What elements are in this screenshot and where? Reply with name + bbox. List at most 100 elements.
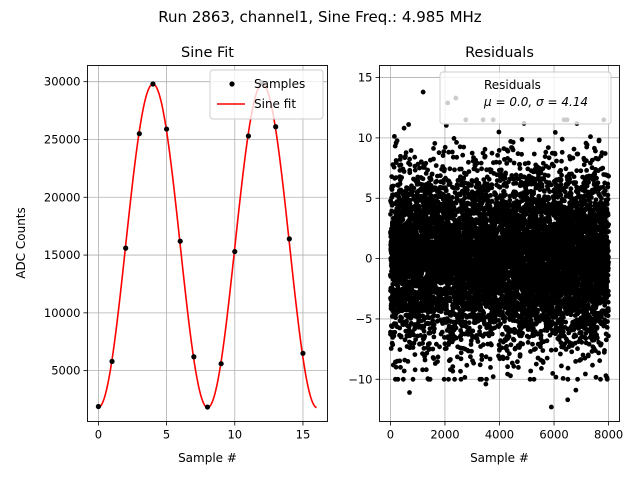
residual-point [433, 163, 439, 169]
residuals-panel: Residuals 0 2000 4000 6000 8000 −10−5051015 … [348, 45, 623, 465]
residual-point [405, 359, 411, 364]
residuals-points-layer [388, 89, 611, 410]
residual-point [508, 373, 513, 379]
residual-point [469, 348, 474, 354]
residual-point [457, 192, 463, 198]
residual-point [397, 358, 403, 364]
residual-point [507, 197, 513, 203]
sample-point [136, 131, 142, 137]
residual-point [400, 217, 406, 222]
residual-point [505, 364, 510, 370]
residual-point [393, 160, 399, 166]
residual-point [431, 334, 437, 340]
residual-point [466, 159, 471, 165]
residual-point [458, 337, 464, 343]
residual-point [426, 315, 432, 321]
residual-point [428, 183, 434, 188]
residual-point [457, 307, 463, 313]
residual-point [435, 354, 441, 360]
residual-point [482, 197, 488, 203]
residual-point [479, 353, 485, 358]
residual-point [412, 367, 418, 373]
residual-point [392, 134, 397, 139]
residual-point [503, 170, 508, 176]
residual-point [435, 313, 441, 319]
sine-fit-legend-box [209, 69, 324, 120]
sine-fit-panel: Sine Fit 0 5 10 15 500010000150002000025000… [14, 45, 328, 465]
residual-point [513, 180, 519, 186]
residual-point [447, 298, 453, 304]
residual-point [407, 156, 412, 162]
residual-point [489, 342, 494, 348]
residual-point [420, 176, 426, 182]
sine-fit-legend: Samples Sine fit [209, 69, 324, 120]
residual-point [415, 178, 421, 184]
residual-point [420, 340, 425, 346]
residual-point [404, 319, 409, 324]
residual-point [458, 356, 464, 362]
residual-point [428, 177, 434, 183]
residual-point [420, 313, 426, 319]
residual-point [469, 183, 474, 188]
residual-point [403, 150, 409, 156]
residual-point [473, 198, 479, 204]
sine-fit-y-tick-label: 25000 [44, 132, 81, 146]
residual-point [496, 129, 502, 135]
residual-point [392, 329, 398, 335]
residual-point [431, 156, 436, 162]
residual-point [403, 153, 408, 159]
residual-point [498, 167, 504, 173]
residual-point [399, 175, 404, 180]
residual-point [483, 354, 489, 360]
sample-point [191, 354, 197, 360]
residual-point [457, 144, 463, 150]
residual-point [452, 212, 458, 218]
residual-point [408, 148, 414, 153]
residual-point [517, 352, 523, 357]
residual-point [481, 177, 487, 183]
sample-point [273, 124, 279, 130]
residual-point [444, 299, 449, 305]
residual-point [390, 342, 396, 348]
sample-point [95, 403, 102, 410]
residual-point [450, 364, 456, 369]
residual-point [452, 376, 457, 382]
residual-point [421, 328, 427, 334]
residual-point [422, 333, 428, 339]
residual-point [447, 181, 453, 186]
residual-point [502, 315, 508, 321]
residual-point [511, 160, 517, 166]
residual-point [515, 359, 520, 365]
residual-point [464, 191, 470, 196]
residual-point [431, 356, 437, 361]
residual-point [425, 237, 431, 242]
residual-point [448, 357, 453, 362]
residual-point [488, 365, 493, 370]
sample-point [218, 361, 224, 367]
residual-point [419, 160, 424, 165]
residual-point [412, 352, 418, 357]
sample-point [300, 350, 306, 356]
residual-point [450, 368, 456, 374]
residual-point [482, 153, 488, 159]
residual-point [486, 176, 492, 182]
sine-fit-y-tick-label: 20000 [44, 190, 81, 204]
sine-fit-title: Sine Fit [181, 45, 234, 61]
residual-point [442, 341, 448, 347]
residual-point [481, 310, 487, 316]
residual-point [456, 229, 462, 234]
sample-point [123, 245, 129, 251]
residual-point [470, 328, 476, 334]
residual-point [478, 160, 484, 166]
residual-point [398, 162, 404, 168]
residual-point [413, 337, 418, 342]
residual-point [467, 293, 472, 298]
residual-point [508, 342, 514, 348]
residual-point [427, 330, 433, 336]
residual-point [405, 292, 411, 297]
residual-point [507, 157, 513, 163]
sine-fit-x-tick-label: 0 [95, 428, 102, 442]
residual-point [401, 368, 407, 374]
residual-point [420, 185, 425, 191]
residual-point [479, 357, 485, 362]
